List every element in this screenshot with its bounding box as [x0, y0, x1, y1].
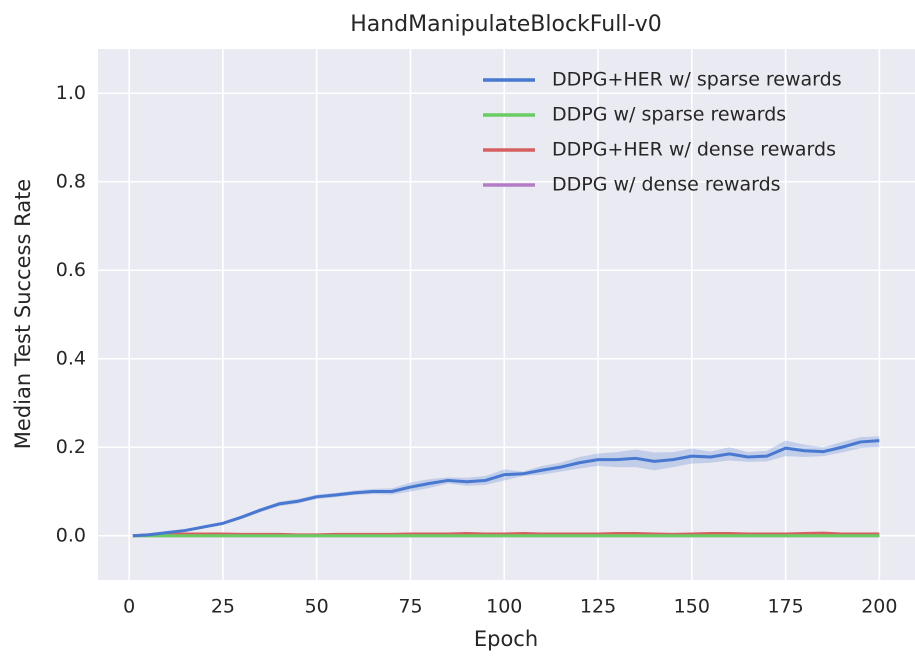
x-tick-label: 0	[123, 596, 135, 618]
y-tick-label: 0.4	[56, 347, 86, 369]
y-tick-label: 0.2	[56, 436, 86, 458]
x-tick-label: 200	[861, 596, 897, 618]
y-tick-label: 1.0	[56, 82, 86, 104]
legend-label: DDPG+HER w/ dense rewards	[552, 139, 836, 161]
x-tick-label: 175	[767, 596, 803, 618]
legend-label: DDPG w/ dense rewards	[552, 174, 781, 196]
x-tick-label: 25	[211, 596, 235, 618]
legend-label: DDPG w/ sparse rewards	[552, 104, 786, 126]
x-axis-label: Epoch	[474, 627, 538, 651]
legend-label: DDPG+HER w/ sparse rewards	[552, 69, 842, 91]
chart-title: HandManipulateBlockFull-v0	[350, 12, 662, 37]
y-tick-label: 0.8	[56, 170, 86, 192]
line	[132, 439, 880, 538]
y-tick-label: 0.0	[56, 524, 86, 546]
plot-area	[98, 49, 915, 580]
x-tick-label: 75	[398, 596, 422, 618]
y-tick-label: 0.6	[56, 259, 86, 281]
x-tick-label: 150	[674, 596, 710, 618]
x-tick-label: 50	[305, 596, 329, 618]
error-band	[132, 436, 880, 536]
x-tick-label: 125	[580, 596, 616, 618]
y-axis-label: Median Test Success Rate	[11, 179, 35, 449]
x-tick-label: 100	[486, 596, 522, 618]
